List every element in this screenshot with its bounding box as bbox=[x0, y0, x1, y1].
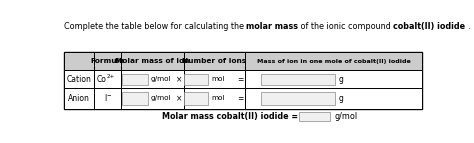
Bar bbox=[121, 52, 184, 70]
Bar bbox=[122, 74, 148, 85]
Bar bbox=[184, 92, 208, 105]
Bar bbox=[184, 74, 208, 85]
Text: g: g bbox=[338, 75, 343, 84]
Bar bbox=[64, 70, 94, 88]
Bar bbox=[184, 52, 245, 70]
Text: g/mol: g/mol bbox=[151, 76, 172, 82]
Text: =: = bbox=[237, 94, 244, 103]
Text: Co: Co bbox=[96, 75, 106, 84]
Text: of the ionic compound: of the ionic compound bbox=[298, 22, 393, 31]
Text: mol: mol bbox=[211, 76, 225, 82]
Text: =: = bbox=[237, 75, 244, 84]
Bar bbox=[261, 92, 335, 105]
Bar bbox=[94, 70, 121, 88]
Bar bbox=[94, 52, 121, 70]
Text: ×: × bbox=[176, 75, 182, 84]
Bar bbox=[64, 52, 94, 70]
Bar bbox=[245, 52, 422, 70]
Bar bbox=[94, 88, 121, 109]
Text: ×: × bbox=[176, 94, 182, 103]
Text: Cation: Cation bbox=[66, 75, 91, 84]
Bar bbox=[184, 88, 245, 109]
Text: Number of ions: Number of ions bbox=[182, 58, 246, 64]
Bar bbox=[261, 74, 335, 85]
Text: −: − bbox=[107, 92, 111, 97]
Bar bbox=[64, 88, 94, 109]
Text: molar mass: molar mass bbox=[246, 22, 298, 31]
Bar bbox=[245, 88, 422, 109]
Text: I: I bbox=[104, 94, 106, 103]
Bar bbox=[121, 70, 184, 88]
Bar bbox=[299, 112, 330, 122]
Bar bbox=[184, 70, 245, 88]
Text: g/mol: g/mol bbox=[151, 95, 172, 101]
Text: Formula: Formula bbox=[91, 58, 125, 64]
Text: g: g bbox=[338, 94, 343, 103]
Text: Mass of ion in one mole of cobalt(II) iodide: Mass of ion in one mole of cobalt(II) io… bbox=[256, 59, 410, 64]
Text: Anion: Anion bbox=[68, 94, 90, 103]
Text: g/mol: g/mol bbox=[335, 112, 358, 121]
Text: Complete the table below for calculating the: Complete the table below for calculating… bbox=[64, 22, 246, 31]
Text: mol: mol bbox=[211, 95, 225, 101]
Text: Molar mass of ion: Molar mass of ion bbox=[115, 58, 190, 64]
Text: Molar mass cobalt(II) iodide =: Molar mass cobalt(II) iodide = bbox=[162, 112, 298, 121]
Bar bbox=[122, 92, 148, 105]
Text: cobalt(II) iodide: cobalt(II) iodide bbox=[393, 22, 465, 31]
Bar bbox=[245, 70, 422, 88]
Bar bbox=[121, 88, 184, 109]
Bar bbox=[64, 52, 422, 109]
Text: 2+: 2+ bbox=[107, 74, 115, 79]
Text: .: . bbox=[465, 22, 471, 31]
